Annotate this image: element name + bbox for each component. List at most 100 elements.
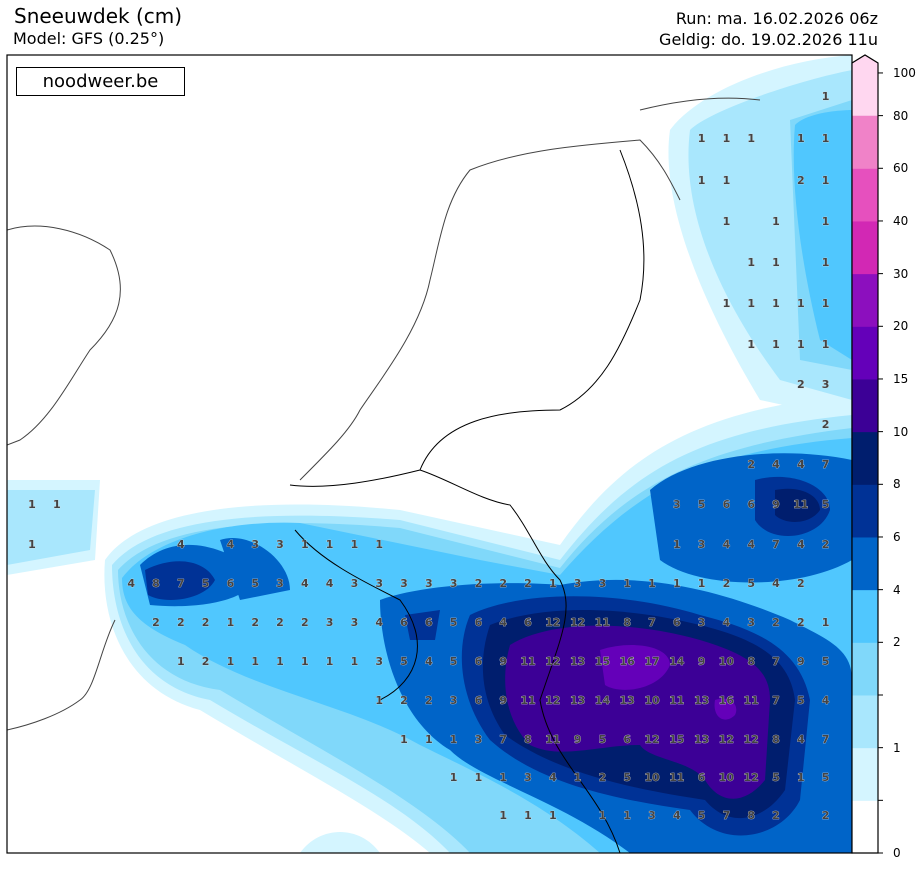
grid-value: 11 [595, 616, 610, 629]
grid-value: 6 [227, 577, 235, 590]
grid-value: 3 [673, 498, 681, 511]
grid-value: 11 [744, 694, 759, 707]
grid-value: 13 [620, 694, 635, 707]
grid-value: 12 [719, 733, 734, 746]
grid-value: 3 [400, 577, 408, 590]
grid-value: 15 [669, 733, 684, 746]
coastline [7, 97, 761, 731]
grid-value: 13 [694, 733, 709, 746]
grid-value: 6 [400, 616, 408, 629]
grid-value: 1 [822, 338, 830, 351]
grid-value: 3 [648, 809, 656, 822]
grid-value: 1 [723, 174, 731, 187]
grid-value: 2 [202, 655, 210, 668]
grid-value: 1 [425, 733, 433, 746]
grid-value: 4 [177, 538, 185, 551]
grid-value: 8 [152, 577, 160, 590]
grid-value: 1 [301, 538, 309, 551]
grid-value: 6 [475, 694, 483, 707]
grid-value: 9 [499, 655, 507, 668]
grid-value: 2 [400, 694, 408, 707]
grid-value: 6 [425, 616, 433, 629]
grid-value: 3 [351, 577, 359, 590]
colorbar-band [852, 273, 878, 327]
colorbar-label: 6 [893, 529, 901, 544]
grid-value: 3 [450, 694, 458, 707]
grid-value: 1 [524, 809, 532, 822]
grid-value: 2 [177, 616, 185, 629]
grid-value: 1 [499, 809, 507, 822]
grid-value: 1 [53, 498, 61, 511]
grid-value: 4 [747, 538, 755, 551]
colorbar-label: 60 [893, 161, 909, 176]
grid-value: 1 [723, 215, 731, 228]
grid-value: 1 [673, 577, 681, 590]
grid-value: 1 [772, 297, 780, 310]
grid-value: 7 [822, 458, 830, 471]
grid-value: 7 [772, 655, 780, 668]
grid-value: 6 [623, 733, 631, 746]
grid-value: 15 [595, 655, 610, 668]
colorbar-band [852, 536, 878, 591]
grid-value: 1 [822, 616, 830, 629]
grid-value: 1 [351, 538, 359, 551]
grid-value: 11 [520, 655, 535, 668]
colorbar-band [852, 694, 878, 749]
colorbar-label: 10 [893, 424, 909, 439]
grid-value: 4 [772, 458, 780, 471]
colorbar-band [852, 589, 878, 643]
grid-value: 2 [747, 458, 755, 471]
grid-value: 1 [747, 338, 755, 351]
country-border [289, 149, 645, 853]
colorbar-label: 8 [893, 477, 901, 492]
grid-value: 12 [644, 733, 659, 746]
grid-value: 3 [425, 577, 433, 590]
grid-value: 11 [520, 694, 535, 707]
grid-value: 1 [549, 577, 557, 590]
grid-value: 1 [747, 132, 755, 145]
grid-value: 9 [574, 733, 582, 746]
grid-value: 3 [475, 733, 483, 746]
grid-value: 4 [772, 577, 780, 590]
grid-value: 1 [822, 215, 830, 228]
colorbar-label: 20 [893, 319, 909, 334]
grid-value: 8 [747, 809, 755, 822]
grid-value: 12 [545, 694, 560, 707]
coastlines-and-borders [7, 97, 761, 853]
grid-value: 16 [620, 655, 636, 668]
grid-value: 1 [822, 174, 830, 187]
grid-value: 1 [772, 256, 780, 269]
grid-value: 7 [648, 616, 656, 629]
grid-value: 1 [251, 655, 259, 668]
grid-value: 3 [524, 771, 532, 784]
grid-value: 1 [747, 256, 755, 269]
colorbar-band [852, 747, 878, 801]
grid-value: 14 [669, 655, 685, 668]
grid-value: 2 [202, 616, 210, 629]
grid-value: 2 [822, 418, 830, 431]
grid-value: 5 [747, 577, 755, 590]
grid-value: 5 [450, 655, 458, 668]
colorbar-label: 0 [893, 846, 901, 860]
grid-value: 1 [400, 733, 408, 746]
grid-value: 2 [797, 174, 805, 187]
model-label: Model: GFS (0.25°) [13, 29, 165, 48]
grid-value: 4 [326, 577, 334, 590]
grid-value: 1 [599, 809, 607, 822]
grid-value: 1 [673, 538, 681, 551]
grid-value: 2 [822, 538, 830, 551]
grid-value: 1 [747, 297, 755, 310]
grid-value: 4 [227, 538, 235, 551]
grid-value: 1 [574, 771, 582, 784]
grid-value: 7 [499, 733, 507, 746]
grid-value: 4 [127, 577, 135, 590]
grid-value: 2 [499, 577, 507, 590]
valid-time-label: Geldig: do. 19.02.2026 11u [659, 30, 878, 49]
grid-value: 4 [375, 616, 383, 629]
grid-value: 11 [545, 733, 560, 746]
grid-value: 4 [797, 733, 805, 746]
grid-value: 1 [623, 809, 631, 822]
grid-value: 6 [475, 616, 483, 629]
grid-value: 6 [673, 616, 681, 629]
grid-value: 1 [797, 297, 805, 310]
